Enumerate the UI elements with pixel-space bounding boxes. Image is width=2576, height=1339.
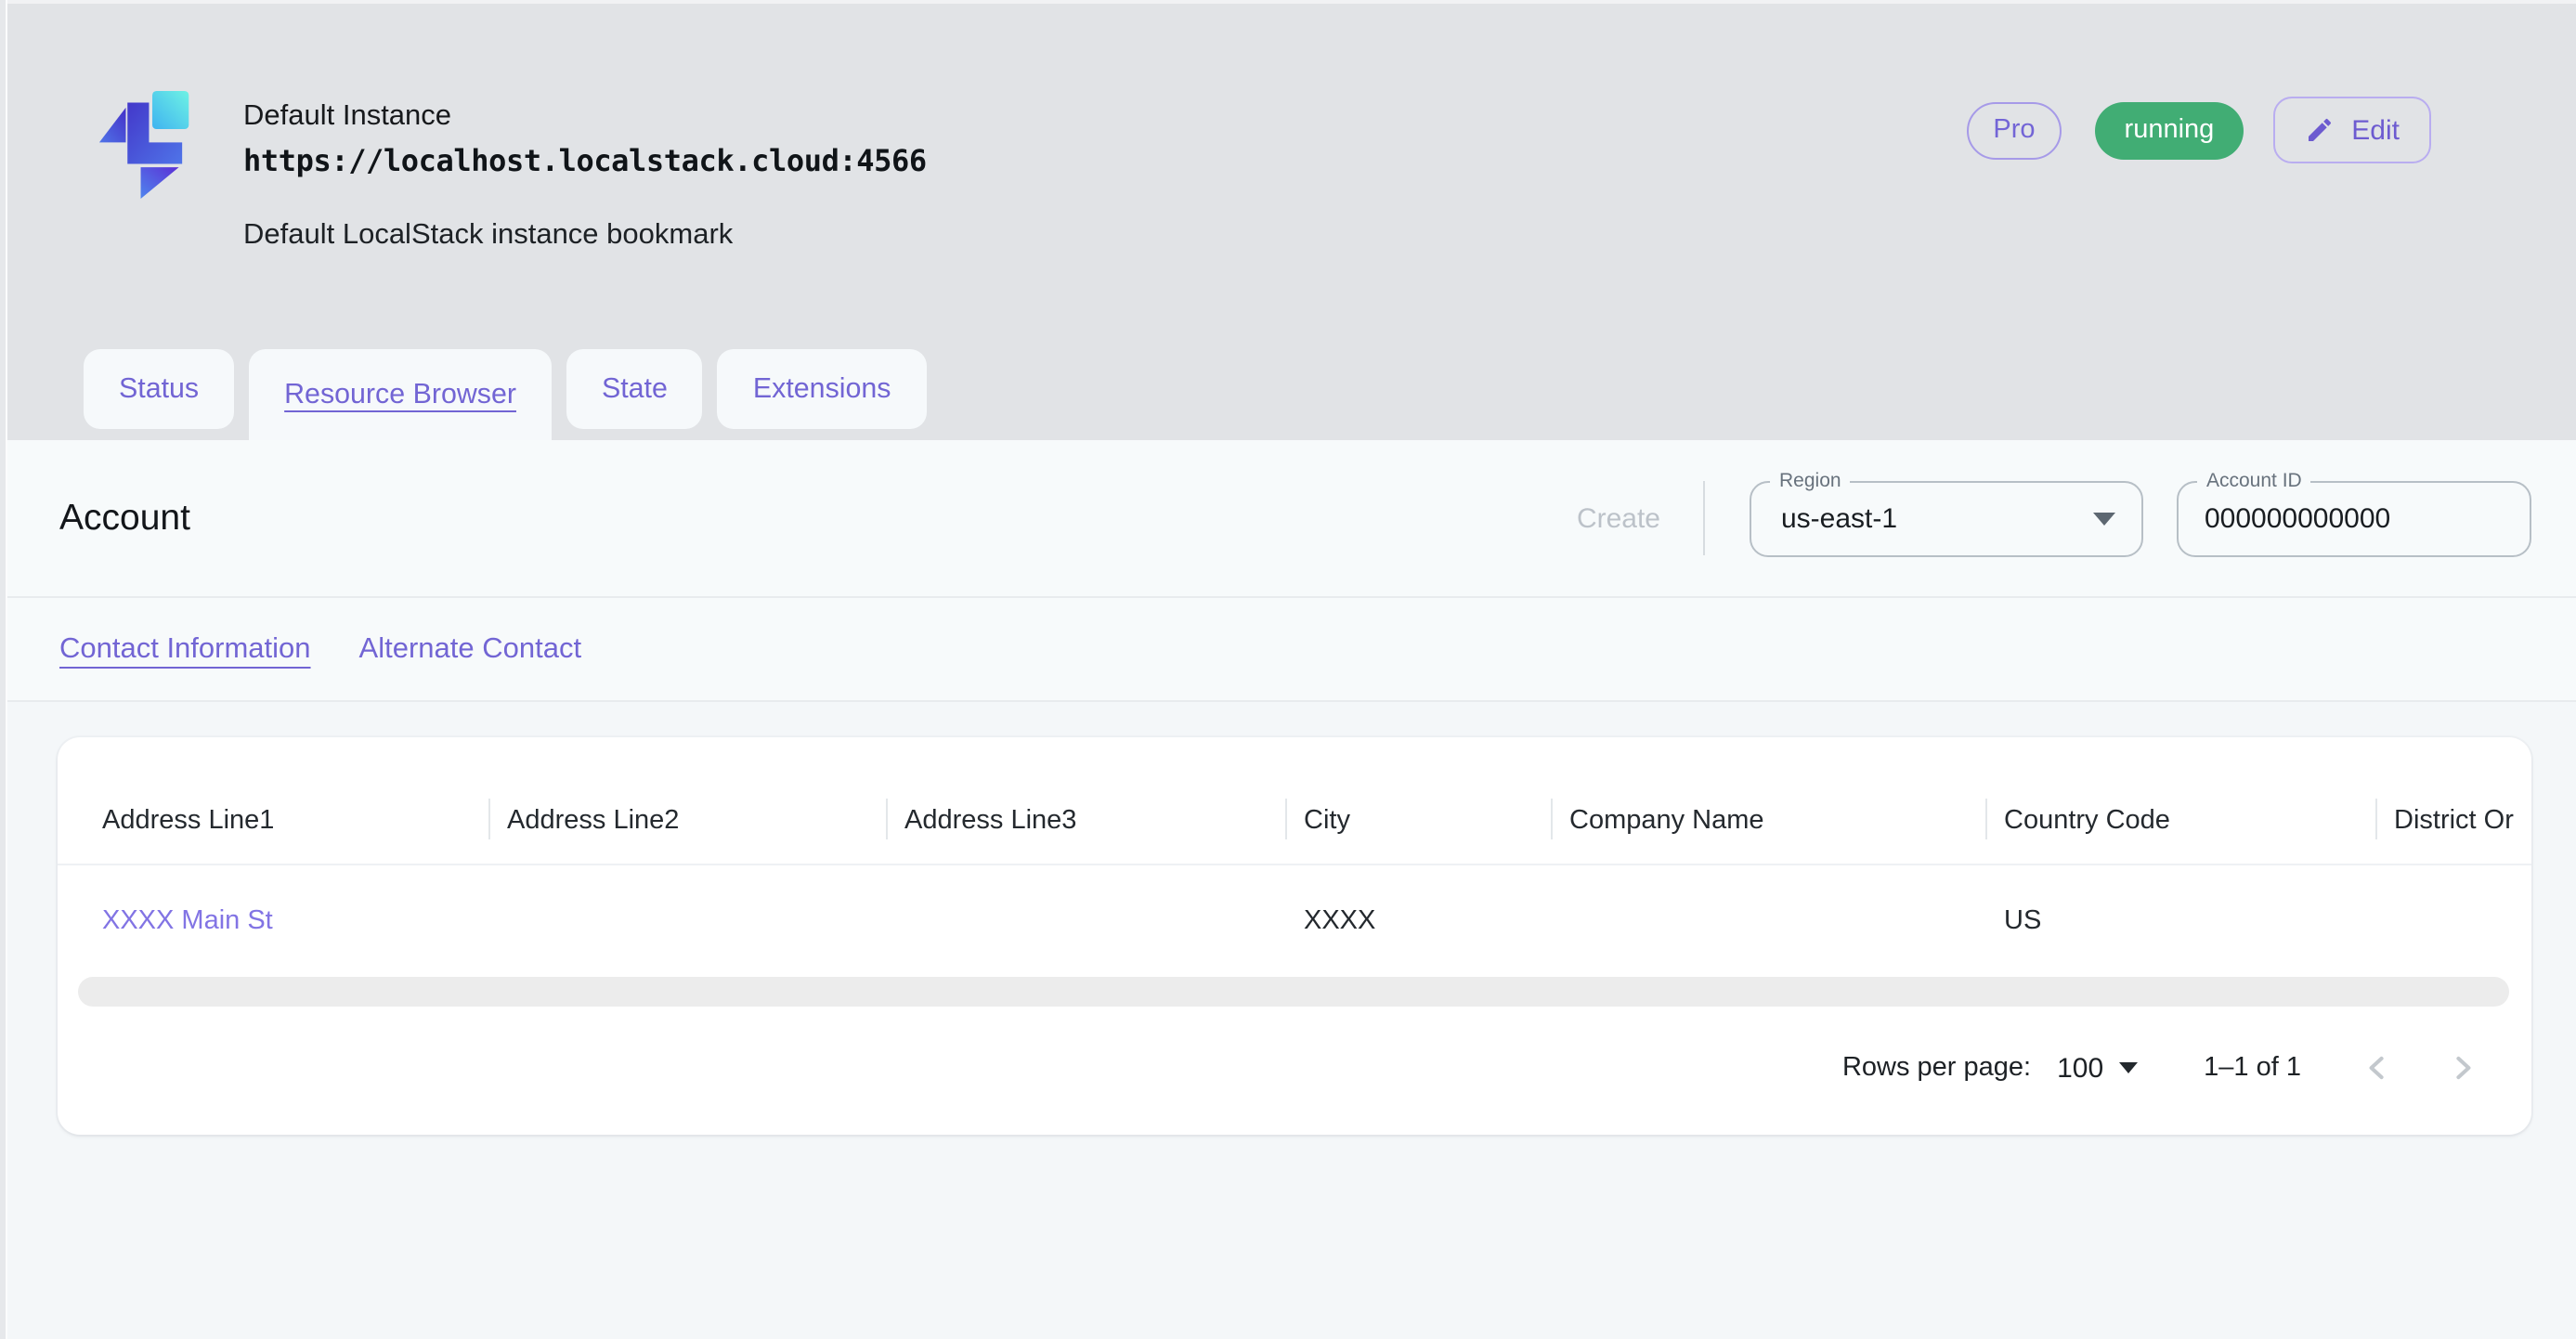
subtab-contact-information[interactable]: Contact Information bbox=[59, 632, 311, 664]
status-badge: running bbox=[2094, 101, 2244, 159]
column-header: Country Code bbox=[1985, 737, 2375, 864]
column-header: Address Line3 bbox=[886, 737, 1285, 864]
column-header: District Or bbox=[2375, 737, 2531, 864]
subtab-alternate-contact[interactable]: Alternate Contact bbox=[358, 632, 582, 664]
tab-state[interactable]: State bbox=[566, 349, 703, 429]
chevron-left-icon bbox=[2357, 1047, 2398, 1088]
caret-down-icon bbox=[2093, 513, 2115, 526]
next-page-button[interactable] bbox=[2442, 1047, 2483, 1088]
toolbar-divider bbox=[1703, 481, 1705, 555]
region-select[interactable]: Region us-east-1 bbox=[1750, 467, 2143, 556]
table-row: XXXX Main St XXXX US bbox=[58, 865, 2531, 977]
account-subtabs: Contact Information Alternate Contact bbox=[0, 598, 2576, 702]
chevron-right-icon bbox=[2442, 1047, 2483, 1088]
rows-per-page-label: Rows per page: bbox=[1841, 1053, 2032, 1083]
top-edge-divider bbox=[0, 0, 2576, 4]
table-cell-link[interactable]: XXXX Main St bbox=[102, 906, 273, 936]
pagination-bar: Rows per page: 100 1–1 of 1 bbox=[58, 1007, 2531, 1129]
resource-browser-panel: Account Create Region us-east-1 Account … bbox=[0, 440, 2576, 702]
instance-title: Default Instance bbox=[243, 100, 452, 132]
table-cell bbox=[1551, 865, 1985, 977]
table-body: XXXX Main St XXXX US bbox=[58, 865, 2531, 977]
table-header-row: Address Line1 Address Line2 Address Line3 C… bbox=[58, 737, 2531, 865]
instance-header: Default Instance https://localhost.local… bbox=[0, 0, 2576, 440]
region-label: Region bbox=[1770, 467, 1851, 493]
column-header: City bbox=[1285, 737, 1551, 864]
create-button[interactable]: Create bbox=[1576, 502, 1660, 534]
column-header: Company Name bbox=[1551, 737, 1985, 864]
toolbar-controls: Create Region us-east-1 Account ID bbox=[1576, 467, 2531, 556]
rows-per-page-value: 100 bbox=[2057, 1052, 2104, 1084]
previous-page-button[interactable] bbox=[2357, 1047, 2398, 1088]
left-edge-divider bbox=[0, 0, 7, 1339]
account-id-label: Account ID bbox=[2197, 467, 2311, 493]
tab-resource-browser[interactable]: Resource Browser bbox=[249, 349, 552, 440]
table-cell bbox=[2375, 865, 2531, 977]
edit-button-label: Edit bbox=[2351, 114, 2400, 146]
header-actions: Pro running Edit bbox=[1967, 97, 2431, 163]
pencil-icon bbox=[2305, 115, 2335, 145]
table-cell bbox=[488, 865, 886, 977]
localstack-logo-icon bbox=[91, 91, 199, 199]
tab-bar: Status Resource Browser State Extensions bbox=[84, 349, 927, 440]
results-card: Address Line1 Address Line2 Address Line3 C… bbox=[58, 737, 2531, 1135]
resource-toolbar: Account Create Region us-east-1 Account … bbox=[0, 440, 2576, 598]
pagination-range: 1–1 of 1 bbox=[2204, 1053, 2301, 1083]
tab-extensions[interactable]: Extensions bbox=[717, 349, 927, 429]
instance-url: https://localhost.localstack.cloud:4566 bbox=[243, 143, 927, 178]
table-cell bbox=[886, 865, 1285, 977]
rows-per-page-select[interactable]: 100 bbox=[2057, 1052, 2138, 1084]
table-cell: XXXX bbox=[1304, 906, 1376, 936]
instance-description: Default LocalStack instance bookmark bbox=[243, 219, 734, 251]
edit-button[interactable]: Edit bbox=[2273, 97, 2431, 163]
horizontal-scrollbar[interactable] bbox=[78, 977, 2509, 1007]
column-header: Address Line1 bbox=[102, 806, 275, 836]
pro-badge: Pro bbox=[1967, 101, 2062, 159]
region-value: us-east-1 bbox=[1781, 502, 1898, 534]
horizontal-scroll-track bbox=[58, 977, 2531, 1007]
caret-down-icon bbox=[2118, 1062, 2138, 1073]
account-id-input[interactable] bbox=[2179, 500, 2476, 536]
account-id-field: Account ID bbox=[2177, 467, 2531, 556]
main-area: Address Line1 Address Line2 Address Line3 C… bbox=[0, 702, 2576, 1339]
tab-status[interactable]: Status bbox=[84, 349, 235, 429]
table-cell: US bbox=[2004, 906, 2042, 936]
page-title: Account bbox=[59, 497, 190, 538]
column-header: Address Line2 bbox=[488, 737, 886, 864]
